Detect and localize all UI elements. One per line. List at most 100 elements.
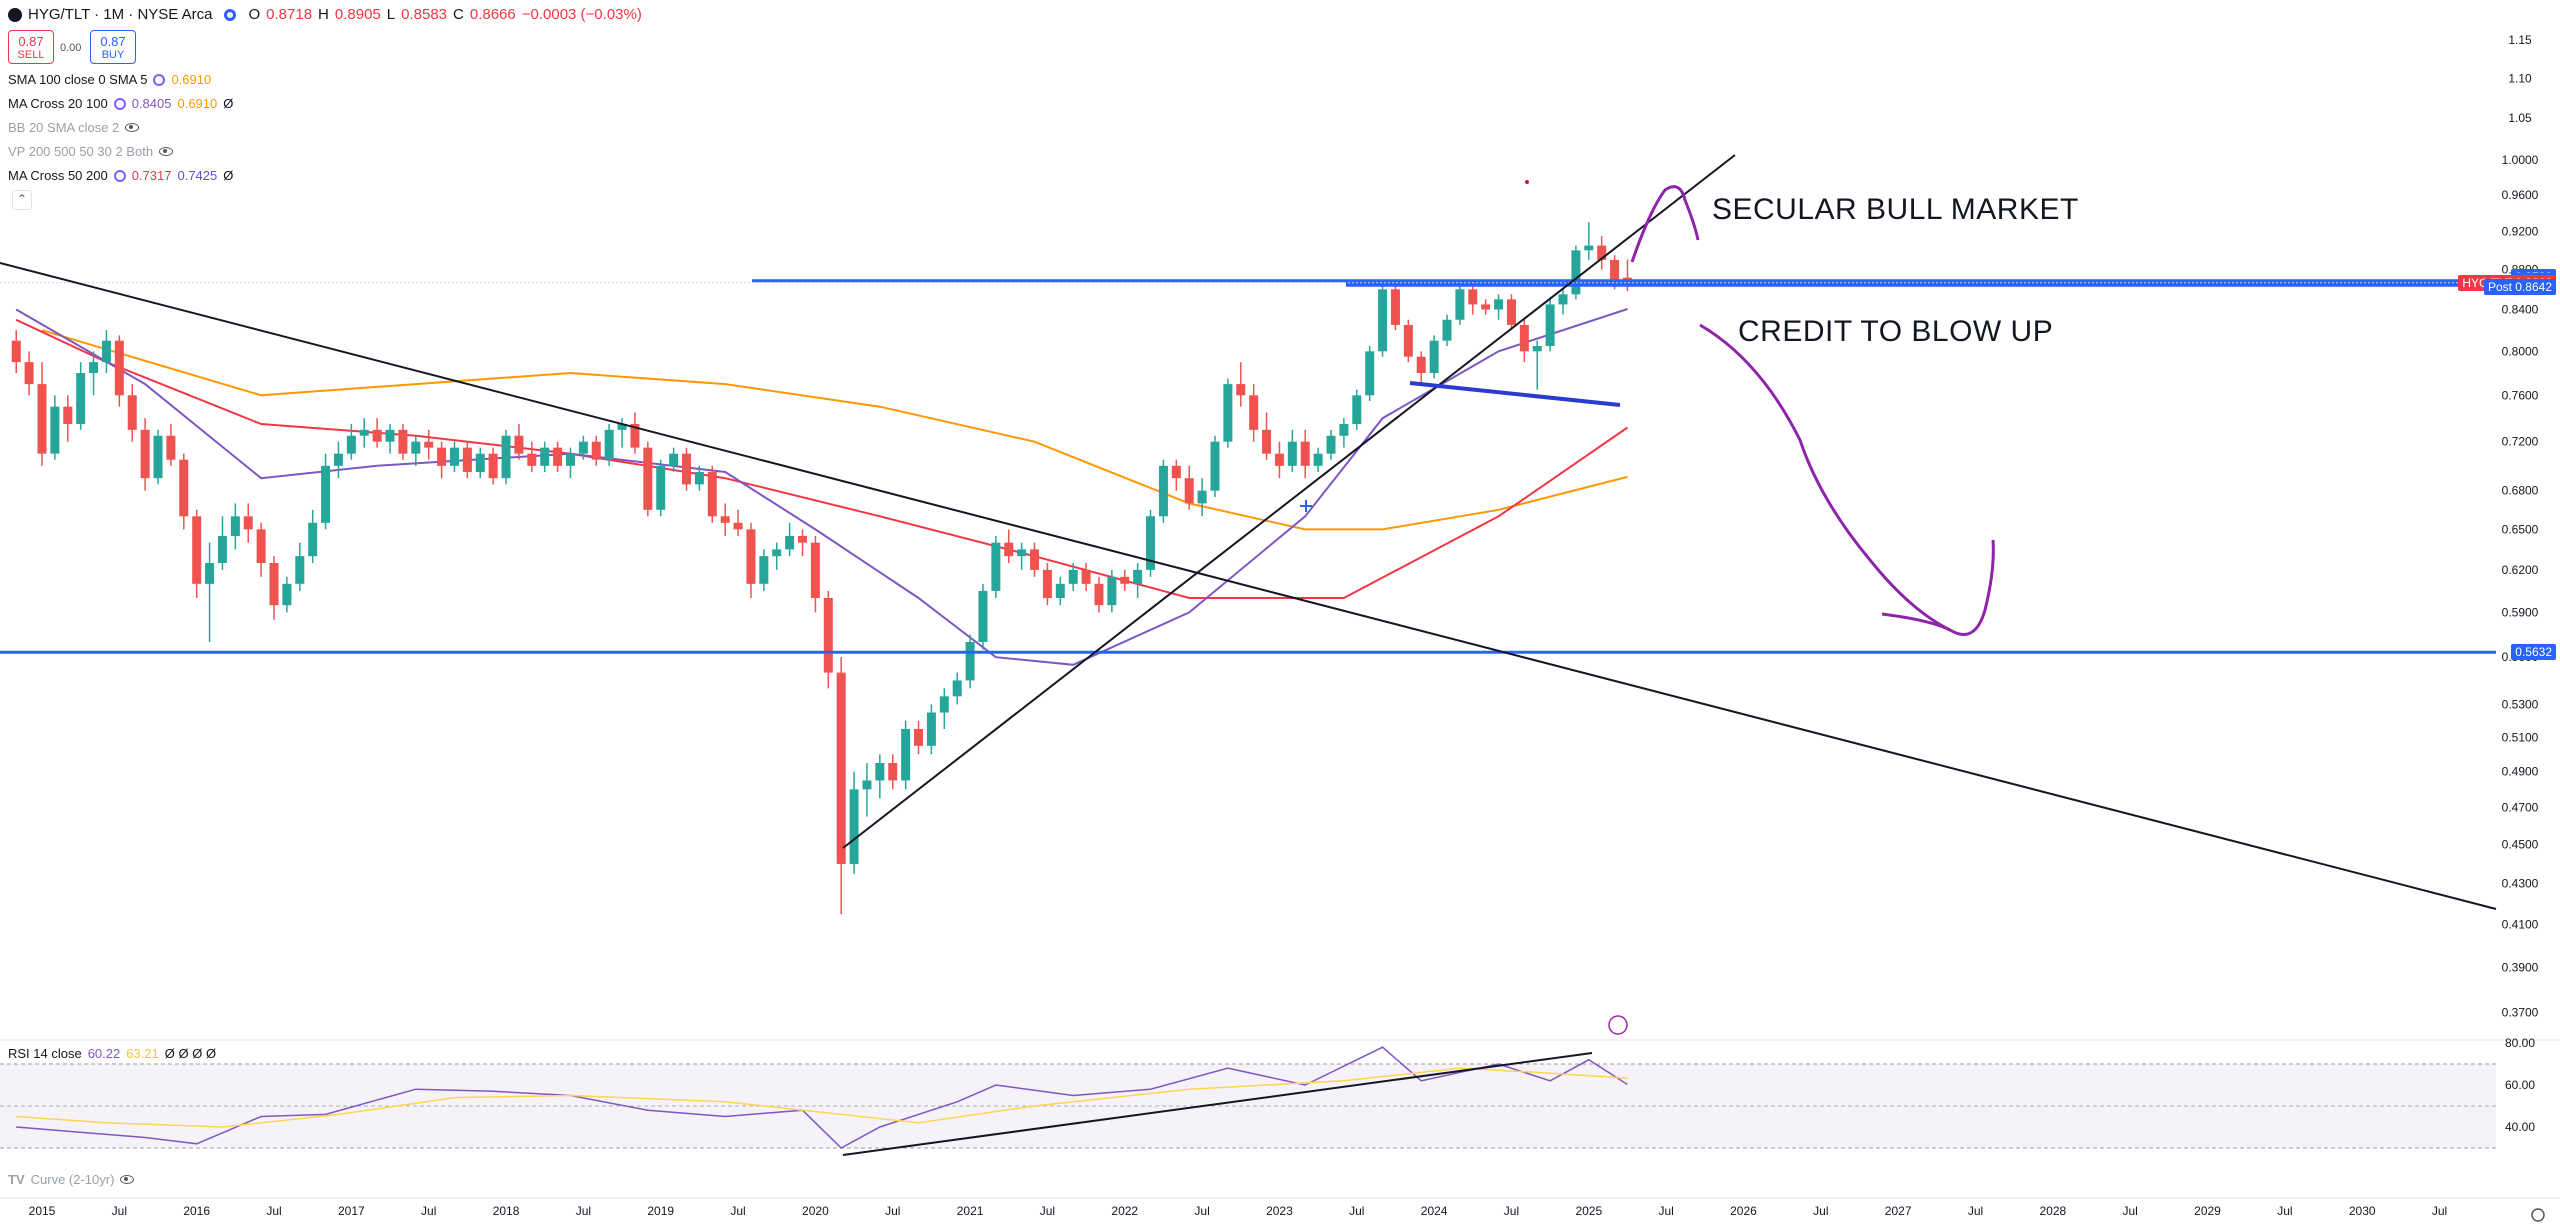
sell-button[interactable]: 0.87 SELL — [8, 30, 54, 64]
candle — [1146, 509, 1156, 577]
freehand-arrow-down[interactable] — [1699, 323, 1995, 636]
time-axis-label: 2017 — [338, 1204, 365, 1218]
eye-icon[interactable] — [120, 1175, 135, 1184]
rsi-trend-line[interactable] — [842, 1052, 1593, 1156]
candle-body — [321, 465, 331, 523]
eye-icon[interactable] — [159, 147, 174, 156]
indicator-legend-row[interactable]: SMA 100 close 0 SMA 5 0.6910 — [8, 72, 211, 87]
downtrend-line[interactable] — [0, 262, 2497, 910]
gear-icon[interactable] — [113, 97, 126, 110]
uptrend-line[interactable] — [842, 154, 1736, 849]
candle — [101, 330, 111, 374]
candle — [1455, 284, 1465, 325]
close-value: 0.8666 — [469, 6, 516, 23]
candle-body — [1519, 324, 1529, 352]
candle-body — [1158, 465, 1168, 517]
candle — [411, 435, 421, 466]
candle-body — [565, 453, 575, 466]
candle — [1390, 279, 1400, 331]
rsi-legend-label: RSI 14 close — [8, 1046, 82, 1061]
candle — [76, 362, 86, 430]
annotation-credit[interactable]: CREDIT TO BLOW UP — [1738, 315, 2054, 348]
curve-legend[interactable]: TV Curve (2-10yr) — [8, 1172, 135, 1187]
candle — [1081, 562, 1091, 591]
candle — [682, 447, 691, 491]
rsi-value-1: 60.22 — [87, 1046, 121, 1061]
gear-icon[interactable] — [153, 73, 166, 86]
candle-body — [926, 712, 936, 746]
eye-icon[interactable] — [125, 123, 140, 132]
candle — [553, 441, 563, 472]
candle — [1094, 576, 1104, 613]
freehand-arrow-head[interactable] — [1881, 612, 1951, 632]
sell-label: SELL — [17, 49, 45, 61]
candle-body — [89, 362, 99, 374]
candle-body — [733, 522, 743, 530]
time-axis-label: Jul — [112, 1204, 127, 1218]
candle-body — [682, 453, 691, 485]
rsi-extra: Ø Ø Ø Ø — [164, 1046, 217, 1061]
candle-body — [101, 340, 111, 363]
buy-button[interactable]: 0.87 BUY — [90, 30, 136, 64]
candle — [694, 465, 704, 491]
candle — [1274, 441, 1284, 479]
candle-body — [1068, 569, 1078, 584]
candle — [1545, 299, 1555, 352]
indicator-legend-row[interactable]: MA Cross 20 100 0.8405 0.6910 Ø — [8, 96, 233, 111]
time-axis-label: 2022 — [1111, 1204, 1138, 1218]
collapse-legend-button[interactable]: ⌃ — [12, 190, 32, 210]
rsi-legend[interactable]: RSI 14 close 60.22 63.21 Ø Ø Ø Ø — [8, 1046, 216, 1061]
candle-body — [127, 395, 137, 430]
candle-body — [1236, 384, 1246, 396]
candle — [952, 672, 962, 705]
indicator-name: MA Cross 50 200 — [8, 168, 108, 183]
candle-body — [1017, 549, 1027, 557]
candle-body — [269, 562, 279, 606]
candle-body — [1365, 351, 1375, 396]
candle — [1339, 418, 1349, 448]
candle-body — [849, 789, 859, 864]
annotation-bull[interactable]: SECULAR BULL MARKET — [1712, 193, 2079, 226]
candle — [514, 423, 524, 460]
candle-body — [1030, 549, 1040, 570]
candle — [50, 395, 60, 460]
time-axis-label: 2019 — [647, 1204, 674, 1218]
indicator-value: 0.7317 — [131, 168, 172, 183]
indicator-legend-row[interactable]: VP 200 500 50 30 2 Both — [8, 144, 174, 159]
ma-line — [15, 308, 1628, 666]
candle — [1300, 429, 1310, 479]
indicator-legend-row[interactable]: MA Cross 50 200 0.7317 0.7425 Ø — [8, 168, 233, 183]
freehand-blue-line[interactable] — [1409, 381, 1621, 407]
settings-gear-icon[interactable] — [2531, 1208, 2545, 1222]
candle — [836, 657, 846, 915]
candle — [179, 453, 189, 530]
candle — [346, 423, 356, 460]
candle — [424, 429, 434, 460]
crosshair-marker — [1300, 500, 1312, 512]
candle-body — [333, 453, 343, 466]
candle-body — [1184, 478, 1194, 504]
time-axis-label: Jul — [266, 1204, 281, 1218]
candle — [205, 542, 215, 642]
candle-body — [1326, 435, 1336, 454]
candle-body — [1042, 569, 1052, 598]
high-label: H — [318, 6, 329, 23]
indicator-legend-row[interactable]: BB 20 SMA close 2 — [8, 120, 140, 135]
candle-body — [888, 762, 898, 781]
alert-icon[interactable] — [1608, 1015, 1628, 1035]
candle — [1494, 294, 1504, 320]
candle — [926, 704, 936, 755]
candle-body — [1197, 490, 1207, 504]
live-dot-icon — [224, 8, 237, 21]
candle-body — [1223, 384, 1233, 442]
candle — [63, 395, 73, 442]
candle — [269, 556, 279, 620]
freehand-arrow-up[interactable] — [1630, 185, 1700, 263]
candle — [991, 535, 1001, 598]
symbol-title[interactable]: HYG/TLT · 1M · NYSE Arca — [28, 6, 213, 23]
candle-body — [1120, 576, 1130, 584]
candle — [488, 447, 498, 485]
candle-body — [140, 429, 150, 479]
gear-icon[interactable] — [113, 169, 126, 182]
